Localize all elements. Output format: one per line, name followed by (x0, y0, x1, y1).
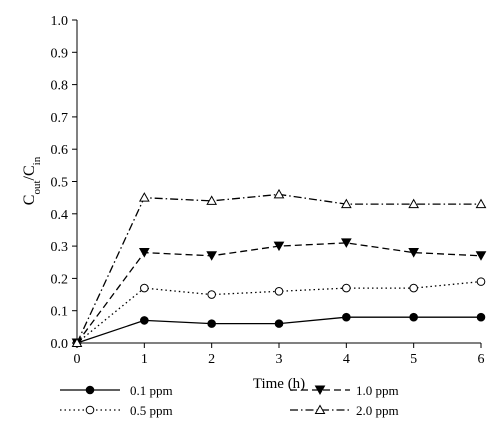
x-tick-label: 3 (276, 352, 283, 367)
data-point-0.1-ppm (274, 319, 284, 328)
x-tick-label: 5 (410, 352, 417, 367)
x-tick-label: 1 (141, 352, 148, 367)
y-tick-label: 0.0 (51, 337, 69, 352)
legend-label-0.1-ppm: 0.1 ppm (130, 383, 173, 398)
legend-label-1.0-ppm: 1.0 ppm (356, 383, 399, 398)
data-point-1.0-ppm (273, 241, 285, 252)
data-point-1.0-ppm (340, 238, 352, 248)
data-point-1.0-ppm (408, 248, 420, 258)
data-point-2.0-ppm (71, 337, 83, 347)
y-ticks: 0.0 0.1 0.2 0.3 0.4 0.5 0.6 0.7 0.8 0.9 1.0 (51, 14, 77, 352)
y-tick-label: 0.7 (51, 111, 69, 126)
data-point-2.0-ppm (408, 198, 420, 209)
data-point-0.1-ppm (140, 316, 149, 325)
data-point-0.5-ppm (409, 283, 418, 293)
x-tick-label: 6 (478, 352, 485, 367)
data-point-0.5-ppm (274, 287, 284, 296)
data-point-1.0-ppm (475, 251, 487, 261)
legend-item-1.0-ppm: 1.0 ppm (290, 383, 399, 398)
data-point-2.0-ppm (273, 188, 285, 199)
y-axis-label: Cout/Cin (21, 156, 43, 205)
x-axis-label: Time (h) (253, 376, 305, 392)
x-tick-label: 0 (74, 352, 81, 367)
y-tick-label: 0.9 (51, 46, 69, 61)
x-tick-label: 4 (343, 352, 350, 367)
legend-marker-1.0-ppm (314, 385, 326, 396)
data-point-0.5-ppm (476, 277, 486, 286)
x-ticks: 0 1 2 3 4 5 6 (74, 343, 485, 367)
y-tick-label: 0.6 (51, 143, 69, 158)
legend: 0.1 ppm 0.5 ppm 1.0 ppm 2.0 ppm (60, 383, 399, 418)
y-tick-label: 0.5 (51, 176, 69, 191)
y-tick-label: 0.4 (51, 208, 69, 223)
legend-item-2.0-ppm: 2.0 ppm (290, 403, 399, 418)
data-point-0.1-ppm (409, 312, 418, 322)
data-point-0.1-ppm (207, 319, 216, 328)
data-point-2.0-ppm (206, 195, 218, 205)
y-tick-label: 0.2 (51, 272, 69, 287)
legend-label-2.0-ppm: 2.0 ppm (356, 403, 399, 418)
data-point-2.0-ppm (475, 198, 487, 209)
data-point-0.1-ppm (476, 312, 486, 322)
legend-marker-2.0-ppm (314, 404, 326, 414)
data-point-0.5-ppm (342, 283, 351, 293)
legend-marker-0.1-ppm (85, 385, 95, 395)
x-tick-label: 2 (208, 352, 215, 367)
legend-marker-0.5-ppm (85, 405, 95, 415)
data-point-0.5-ppm (140, 283, 149, 293)
data-point-1.0-ppm (138, 248, 150, 258)
data-point-1.0-ppm (206, 251, 218, 261)
data-point-0.1-ppm (342, 312, 351, 322)
legend-label-0.5-ppm: 0.5 ppm (130, 403, 173, 418)
plot-series (71, 188, 487, 349)
y-tick-label: 1.0 (51, 14, 69, 29)
y-tick-label: 0.1 (51, 305, 69, 320)
legend-item-0.5-ppm: 0.5 ppm (60, 403, 173, 418)
data-point-2.0-ppm (138, 192, 150, 202)
legend-item-0.1-ppm: 0.1 ppm (60, 383, 173, 398)
data-point-0.5-ppm (207, 290, 216, 299)
y-tick-label: 0.3 (51, 240, 69, 255)
data-point-2.0-ppm (340, 198, 352, 209)
y-tick-label: 0.8 (51, 79, 69, 94)
